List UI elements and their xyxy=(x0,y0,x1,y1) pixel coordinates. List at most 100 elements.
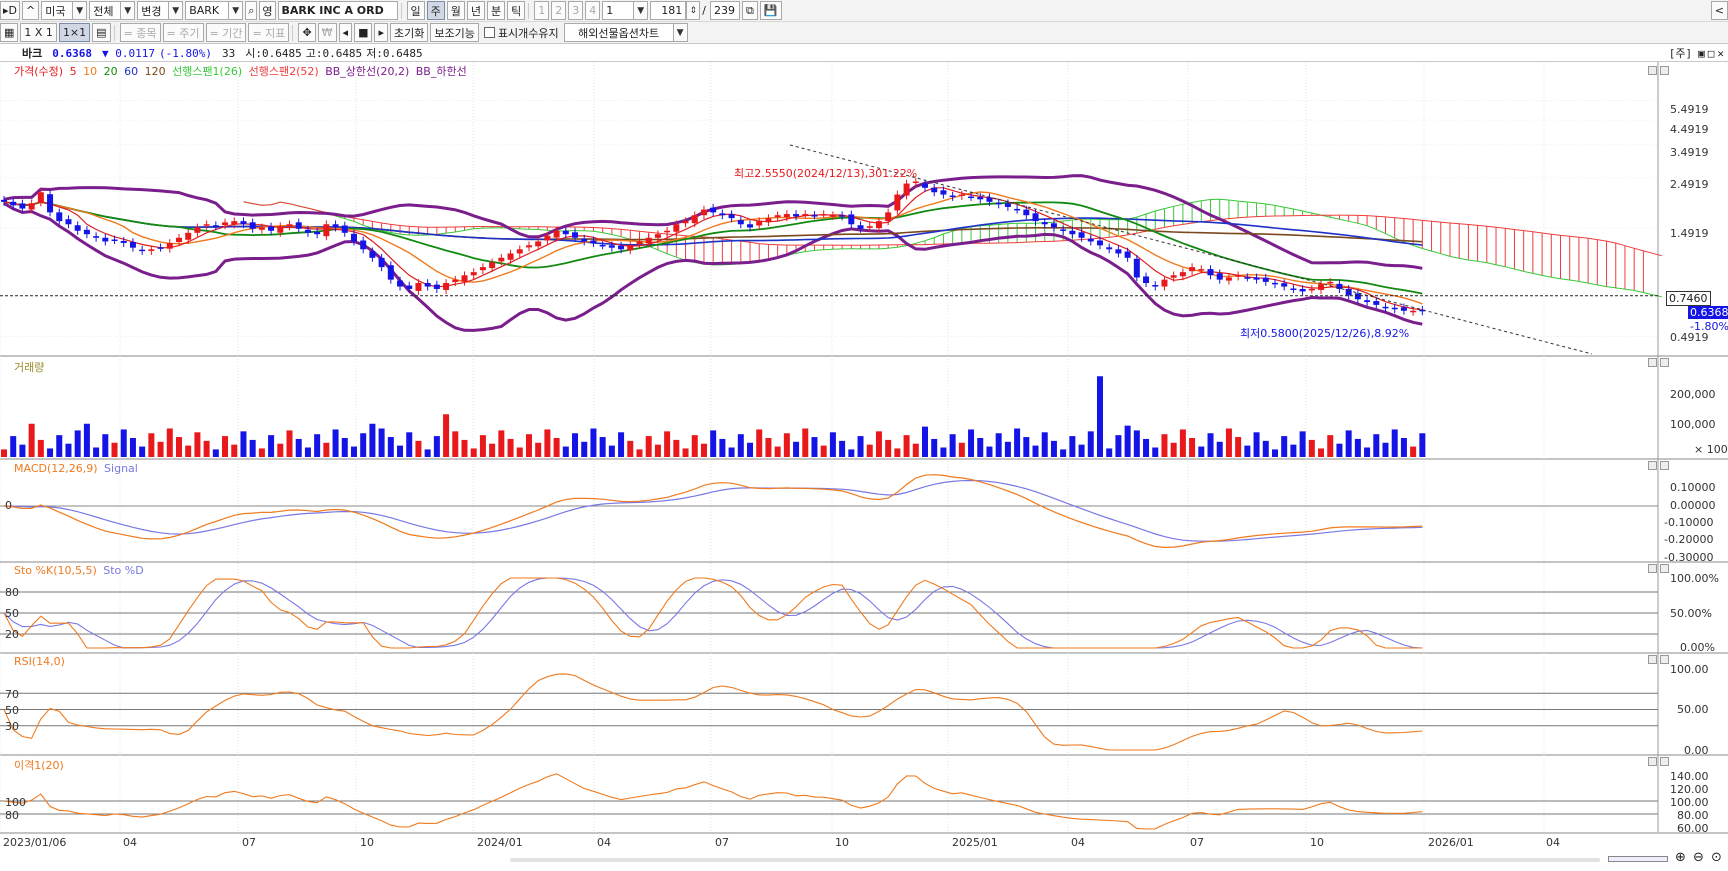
chevron-down-icon[interactable]: ▼ xyxy=(169,1,184,20)
move-icon[interactable]: ✥ xyxy=(298,23,316,42)
volume-bar xyxy=(56,435,63,457)
subperiod-1-button[interactable]: 1 xyxy=(534,1,550,20)
chevron-down-icon[interactable]: ▼ xyxy=(634,1,649,20)
zoom-fit-icon[interactable]: ⊙ xyxy=(1711,850,1722,865)
panel-close-button[interactable] xyxy=(1660,655,1669,664)
search-icon[interactable]: ⌕ xyxy=(245,1,258,20)
candle-body xyxy=(1041,222,1048,225)
panel-close-button[interactable] xyxy=(1660,66,1669,75)
close-icon[interactable]: ✕ xyxy=(1717,46,1724,60)
panel-restore-button[interactable] xyxy=(1648,461,1657,470)
symbol-input[interactable]: BARK xyxy=(185,1,230,20)
period-week-button[interactable]: 주 xyxy=(426,1,445,20)
volume-bar xyxy=(608,445,615,457)
chevron-down-icon[interactable]: ▼ xyxy=(673,23,688,42)
horizontal-scrollbar[interactable] xyxy=(510,858,1600,862)
restore-icon[interactable]: ▣ xyxy=(1698,46,1705,60)
volume-bar xyxy=(212,449,219,457)
layout-single-button[interactable]: 1×1 xyxy=(58,23,91,42)
collapse-up-button[interactable]: ^ xyxy=(22,1,40,20)
scroll-left-icon[interactable]: ◂ xyxy=(338,23,353,42)
ma10-line xyxy=(3,191,1423,305)
chevron-down-icon[interactable]: ▼ xyxy=(121,1,136,20)
panel-restore-button[interactable] xyxy=(1648,66,1657,75)
menu-toggle-button[interactable]: ▸D xyxy=(0,1,20,20)
stepper-icon[interactable]: ⇕ xyxy=(686,1,701,20)
english-toggle-button[interactable]: 영 xyxy=(259,1,276,20)
zoom-out-icon[interactable]: ⊖ xyxy=(1693,850,1704,865)
subperiod-3-button[interactable]: 3 xyxy=(568,1,584,20)
market-select[interactable]: 미국 xyxy=(41,1,74,20)
volume-axis-label: 200,000 xyxy=(1670,388,1716,401)
volume-bar xyxy=(175,437,182,457)
panel-close-button[interactable] xyxy=(1660,564,1669,573)
new-window-icon[interactable]: ⧉ xyxy=(741,1,758,20)
panel-restore-button[interactable] xyxy=(1648,358,1657,367)
candle-body xyxy=(28,203,35,210)
reset-button[interactable]: 초기화 xyxy=(390,23,429,42)
candle-body xyxy=(74,225,81,231)
chevron-down-icon[interactable]: ▼ xyxy=(229,1,244,20)
chevron-down-icon[interactable]: ▼ xyxy=(73,1,88,20)
rsi-level-label: 50 xyxy=(5,704,19,717)
volume-bar xyxy=(74,430,81,457)
chart-type-select[interactable]: 해외선물옵션차트 xyxy=(563,23,674,42)
panel-restore-button[interactable] xyxy=(1648,655,1657,664)
volume-value: 33 xyxy=(221,46,236,60)
window-chevron-icon[interactable]: < xyxy=(1710,1,1728,20)
disparity-level-label: 80 xyxy=(5,809,19,822)
period-year-button[interactable]: 년 xyxy=(466,1,486,20)
zoom-in-icon[interactable]: ⊕ xyxy=(1675,850,1686,865)
stoch-level-label: 20 xyxy=(5,628,19,641)
volume-bar xyxy=(1410,446,1417,457)
zoom-slider[interactable] xyxy=(1608,856,1668,862)
volume-bar xyxy=(10,436,17,457)
period-day-button[interactable]: 일 xyxy=(406,1,425,20)
panel-restore-button[interactable] xyxy=(1648,564,1657,573)
volume-bar xyxy=(1050,440,1057,457)
volume-bar xyxy=(507,438,514,457)
tool-range-button[interactable]: = 기간 xyxy=(205,23,247,42)
tool-symbol-button[interactable]: = 종목 xyxy=(119,23,161,42)
change-select[interactable]: 변경 xyxy=(137,1,170,20)
volume-bar xyxy=(1225,428,1232,457)
volume-bar xyxy=(922,426,928,457)
stoch-axis-label: 100.00% xyxy=(1670,572,1719,585)
candle-body xyxy=(1290,288,1297,291)
table-icon[interactable]: ▤ xyxy=(92,23,111,42)
chart-canvas[interactable] xyxy=(0,62,1728,871)
price-change-pct: (-1.80%) xyxy=(158,46,212,60)
save-icon[interactable]: 💾 xyxy=(759,1,782,20)
volume-bar xyxy=(562,446,569,457)
period-tick-button[interactable]: 틱 xyxy=(507,1,526,20)
aux-functions-button[interactable]: 보조기능 xyxy=(430,23,479,42)
candle-body xyxy=(231,221,238,225)
panel-close-button[interactable] xyxy=(1660,461,1669,470)
stop-icon[interactable]: ■ xyxy=(354,23,373,42)
volume-bar xyxy=(1189,438,1196,457)
count-input[interactable]: 181 xyxy=(650,1,687,20)
scroll-right-icon[interactable]: ▸ xyxy=(374,23,389,42)
maximize-icon[interactable]: □ xyxy=(1707,46,1715,60)
subperiod-2-button[interactable]: 2 xyxy=(551,1,567,20)
candle-body xyxy=(535,241,542,247)
period-minute-button[interactable]: 분 xyxy=(487,1,506,20)
grid-layout-icon[interactable]: ▦ xyxy=(0,23,19,42)
keep-count-checkbox-wrap[interactable]: 표시개수유지 xyxy=(481,23,562,42)
panel-restore-button[interactable] xyxy=(1648,757,1657,766)
candle-body xyxy=(949,195,956,198)
currency-icon[interactable]: ₩ xyxy=(317,23,337,42)
period-month-button[interactable]: 월 xyxy=(446,1,465,20)
panel-close-button[interactable] xyxy=(1660,358,1669,367)
tool-period-button[interactable]: = 주기 xyxy=(162,23,204,42)
layout-1x1-button[interactable]: 1 X 1 xyxy=(20,23,57,42)
volume-bar xyxy=(415,440,422,457)
subperiod-4-button[interactable]: 4 xyxy=(585,1,601,20)
panel-close-button[interactable] xyxy=(1660,757,1669,766)
checkbox-icon[interactable] xyxy=(483,27,495,38)
volume-bar xyxy=(1281,436,1288,457)
subperiod-input[interactable]: 1 xyxy=(602,1,635,20)
volume-bar xyxy=(968,429,975,457)
tool-indicator-button[interactable]: = 지표 xyxy=(248,23,290,42)
filter-select[interactable]: 전체 xyxy=(89,1,122,20)
